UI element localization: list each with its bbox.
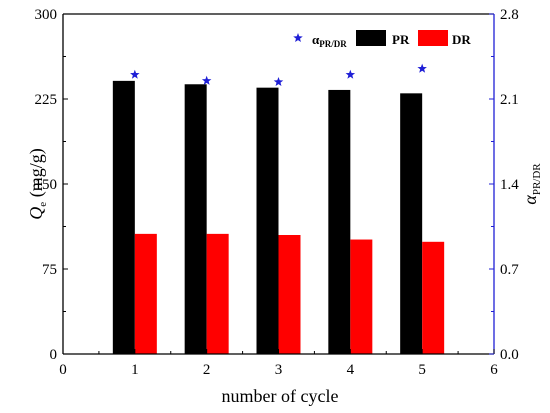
legend-marker-alpha (293, 33, 303, 43)
y-axis-title-main: Q (26, 207, 46, 220)
right-y-tick-label-1.4: 1.4 (500, 177, 519, 193)
bar-dr-cycle-4 (350, 239, 373, 354)
legend-label-pr: PR (392, 32, 410, 47)
legend: αPR/DR PR DR (293, 30, 471, 49)
x-tick-label-2: 2 (203, 362, 211, 378)
x-tick-label-4: 4 (347, 362, 355, 378)
y-tick-label-300: 300 (35, 7, 58, 23)
legend-swatch-dr (418, 30, 448, 46)
right-y-axis-title-main: α (520, 195, 540, 205)
legend-label-alpha-sub: PR/DR (319, 39, 347, 49)
marker-alpha-cycle-2 (201, 75, 212, 85)
bar-dr-cycle-5 (422, 241, 445, 354)
legend-swatch-pr (356, 30, 386, 46)
right-y-tick-label-2.1: 2.1 (500, 92, 519, 108)
x-tick-label-0: 0 (59, 362, 67, 378)
right-y-axis-title: αPR/DR (520, 163, 543, 205)
y-axis-title: Qe (mg/g) (26, 148, 49, 219)
legend-label-dr: DR (452, 32, 471, 47)
bar-pr-cycle-4 (328, 89, 351, 354)
x-tick-label-1: 1 (131, 362, 139, 378)
y-axis-title-unit: (mg/g) (26, 148, 47, 202)
right-y-tick-label-2.8: 2.8 (500, 7, 519, 23)
marker-alpha-cycle-1 (130, 69, 140, 79)
right-y-tick-label-0.0: 0.0 (500, 347, 519, 363)
right-y-axis-title-sub: PR/DR (531, 163, 543, 195)
x-axis-title: number of cycle (222, 386, 339, 406)
bar-dr-cycle-2 (206, 233, 229, 354)
bar-dr-cycle-3 (278, 235, 301, 354)
bar-pr-cycle-3 (256, 87, 279, 355)
legend-label-alpha-main: α (312, 32, 320, 47)
marker-alpha-cycle-4 (345, 69, 356, 79)
y-axis-title-sub: e (37, 202, 49, 207)
x-tick-label-3: 3 (275, 362, 283, 378)
bar-pr-cycle-1 (112, 80, 135, 354)
bar-pr-cycle-5 (400, 93, 423, 354)
y-tick-label-225: 225 (35, 92, 58, 108)
y-tick-label-0: 0 (50, 347, 58, 363)
bar-dr-cycle-1 (134, 233, 157, 354)
x-tick-label-6: 6 (490, 362, 498, 378)
marker-alpha-cycle-5 (417, 63, 427, 73)
y-tick-label-150: 150 (35, 177, 58, 193)
legend-label-alpha: αPR/DR (312, 32, 347, 49)
x-tick-label-5: 5 (418, 362, 426, 378)
marker-alpha-cycle-3 (273, 77, 284, 87)
chart-marks: 0 1 2 3 4 5 6 0 75 150 225 300 0.0 0.7 1.4 2.1 2.8 (35, 7, 520, 378)
y-tick-label-75: 75 (42, 262, 57, 278)
bar-pr-cycle-2 (184, 84, 207, 355)
right-y-tick-label-0.7: 0.7 (500, 262, 519, 278)
